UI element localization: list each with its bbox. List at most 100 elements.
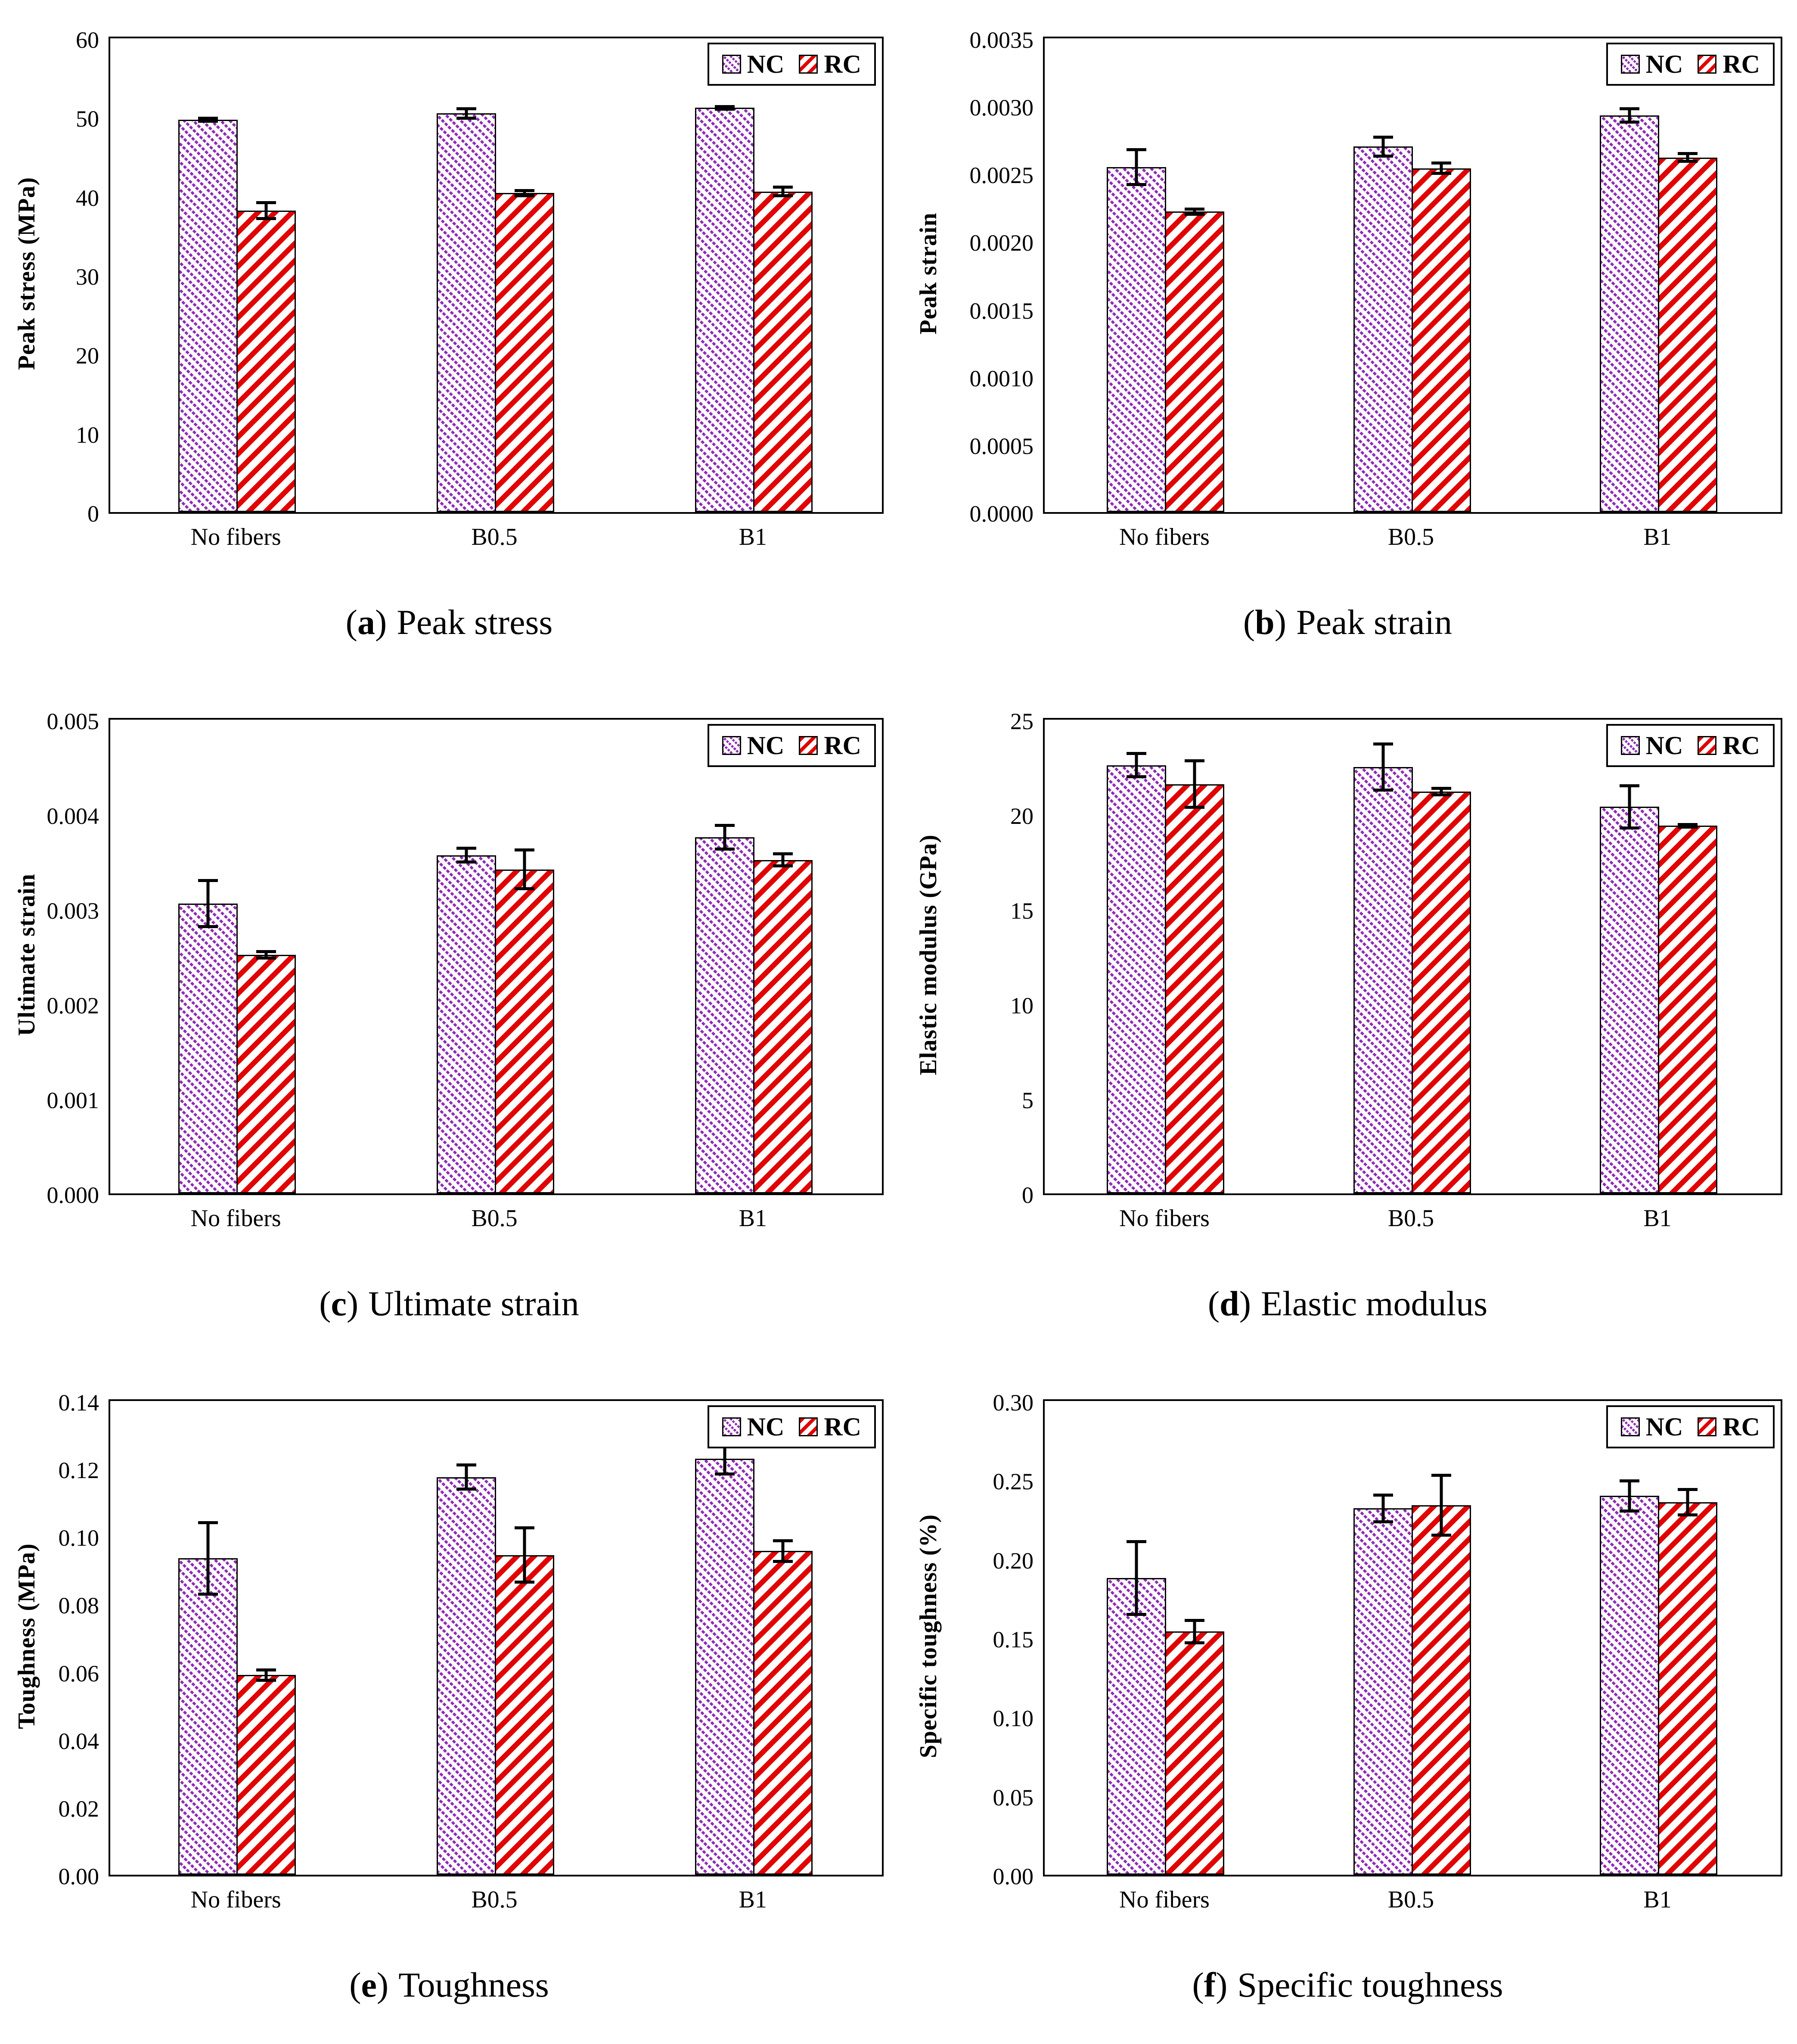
error-bar	[715, 105, 735, 111]
caption-title: Peak strain	[1296, 603, 1452, 642]
rc-bar-no-fibers	[236, 210, 296, 512]
error-bar	[1431, 162, 1451, 175]
x-category-label: No fibers	[190, 1886, 281, 1913]
legend-item-rc: RC	[799, 733, 861, 758]
error-bar-line	[781, 1539, 785, 1563]
rc-bar-b0-5	[1411, 1505, 1471, 1875]
y-tick-label: 0.10	[993, 1705, 1034, 1732]
y-axis-tick-labels: 0 10 20 30 40 50 60	[0, 28, 99, 525]
error-bar-line	[1440, 787, 1443, 797]
error-bar-cap-top	[1678, 1488, 1698, 1491]
y-tick-label: 0.20	[993, 1547, 1034, 1574]
panel-caption: (e) Toughness	[0, 1965, 898, 2005]
x-category-label: No fibers	[190, 524, 281, 550]
y-tick-label: 0.30	[993, 1390, 1034, 1416]
error-bar-cap-top	[256, 950, 276, 953]
y-tick-label: 0.0035	[969, 27, 1034, 53]
y-tick-label: 0.08	[58, 1593, 99, 1619]
y-tick-label: 0.000	[47, 1182, 99, 1208]
error-bar	[515, 1526, 534, 1584]
y-tick-label: 0.0030	[969, 95, 1034, 121]
error-bar	[1620, 1479, 1639, 1513]
y-tick-label: 0.04	[58, 1728, 99, 1754]
error-bar-line	[523, 189, 526, 197]
error-bar	[515, 848, 534, 890]
error-bar-line	[723, 1441, 726, 1476]
legend-label: RC	[1723, 731, 1760, 760]
x-category-label: No fibers	[1119, 1886, 1210, 1913]
caption-title: Toughness	[398, 1965, 549, 2004]
caption-letter: e	[361, 1965, 377, 2004]
error-bar-cap-bottom	[515, 887, 534, 890]
y-tick-label: 0.25	[993, 1469, 1034, 1495]
y-tick-label: 30	[76, 264, 99, 290]
x-category-label: B0.5	[1387, 1886, 1434, 1913]
error-bar	[256, 950, 276, 960]
legend-label: RC	[824, 50, 861, 78]
rc-bar-b1	[753, 860, 813, 1193]
y-tick-label: 0.0025	[969, 162, 1034, 189]
y-tick-label: 0.10	[58, 1525, 99, 1551]
error-bar-line	[264, 950, 268, 960]
error-bar	[456, 1463, 476, 1491]
error-bar-cap-top	[1620, 107, 1639, 111]
error-bar-cap-bottom	[773, 194, 793, 198]
error-bar-line	[523, 848, 526, 890]
error-bar	[773, 185, 793, 198]
error-bar-line	[465, 846, 468, 864]
x-axis-labels: No fibers B0.5 B1	[109, 1205, 880, 1239]
error-bar-line	[781, 185, 785, 198]
error-bar-cap-bottom	[1620, 1509, 1639, 1513]
error-bar-cap-top	[515, 848, 534, 852]
rc-bar-b1	[1658, 826, 1717, 1193]
rc-bar-b1	[753, 191, 813, 512]
y-tick-label: 0.02	[58, 1795, 99, 1822]
error-bar-line	[206, 879, 210, 928]
x-category-label: B1	[739, 524, 767, 550]
error-bar-cap-bottom	[773, 864, 793, 868]
rc-swatch-icon	[1698, 55, 1717, 74]
legend-item-rc: RC	[799, 51, 861, 77]
error-bar-cap-top	[456, 1463, 476, 1467]
rc-bar-b0-5	[1411, 792, 1471, 1193]
nc-bar-no-fibers	[1106, 167, 1166, 512]
nc-swatch-icon	[1620, 1417, 1640, 1436]
y-tick-label: 60	[76, 27, 99, 53]
error-bar	[1126, 148, 1146, 186]
y-tick-label: 0.12	[58, 1457, 99, 1484]
legend: NC RC	[707, 43, 876, 86]
error-bar	[256, 201, 276, 220]
y-tick-label: 25	[1010, 708, 1034, 734]
legend-item-nc: NC	[722, 733, 784, 758]
rc-bar-no-fibers	[1164, 211, 1224, 512]
panel-caption: (b) Peak strain	[898, 602, 1797, 643]
rc-swatch-icon	[1698, 736, 1717, 755]
error-bar-line	[1686, 1488, 1689, 1516]
error-bar-cap-top	[773, 185, 793, 189]
legend-item-nc: NC	[1620, 1414, 1683, 1440]
nc-bar-no-fibers	[1106, 765, 1166, 1193]
nc-swatch-icon	[1620, 736, 1640, 755]
error-bar-cap-bottom	[1184, 805, 1204, 809]
plot-area: NC RC	[109, 37, 884, 514]
error-bar-cap-top	[1678, 152, 1698, 155]
plot-area: NC RC	[1043, 718, 1782, 1195]
error-bar-cap-bottom	[256, 1679, 276, 1682]
nc-bar-b0-5	[1353, 1508, 1413, 1875]
y-tick-label: 0.0015	[969, 298, 1034, 324]
error-bar-cap-top	[1431, 1473, 1451, 1477]
legend: NC RC	[707, 724, 876, 767]
caption-paren: (	[345, 603, 357, 642]
error-bar-cap-bottom	[198, 1592, 218, 1596]
error-bar	[1373, 1493, 1393, 1524]
error-bar-cap-top	[198, 879, 218, 882]
error-bar-line	[1193, 1619, 1196, 1644]
x-axis-labels: No fibers B0.5 B1	[1043, 523, 1779, 558]
legend-label: RC	[1723, 50, 1760, 78]
caption-paren: )	[1274, 603, 1287, 642]
caption-paren: (	[1207, 1284, 1220, 1323]
error-bar-line	[781, 852, 785, 868]
rc-bar-b1	[1658, 1502, 1717, 1875]
error-bar	[1431, 787, 1451, 797]
x-category-label: B1	[1643, 524, 1672, 550]
